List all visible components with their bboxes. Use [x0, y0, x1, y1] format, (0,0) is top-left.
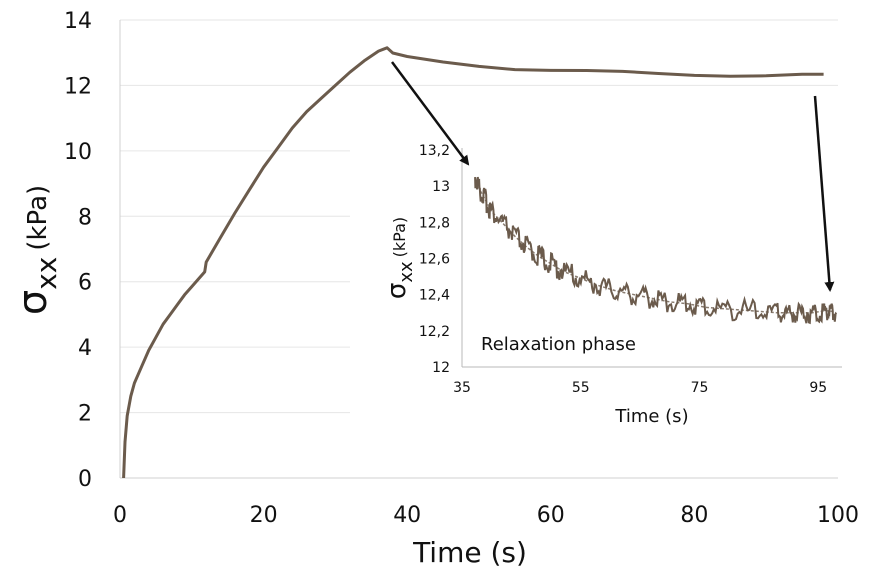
- main-y-axis-subscript: xx: [30, 257, 63, 290]
- main-y-tick-label: 12: [64, 74, 92, 99]
- main-y-tick-label: 14: [64, 9, 92, 34]
- inset-x-tick-label: 95: [809, 380, 827, 396]
- main-y-tick-label: 4: [78, 336, 92, 361]
- main-x-tick-label: 0: [113, 503, 127, 528]
- main-y-tick-label: 0: [78, 467, 92, 492]
- main-x-tick-labels: 0 20 40 60 80 100: [113, 503, 859, 528]
- main-x-tick-label: 60: [537, 503, 565, 528]
- inset-y-axis-subscript: xx: [396, 261, 417, 283]
- inset-y-tick-label: 12,2: [419, 324, 450, 340]
- inset-y-tick-label: 12,6: [419, 252, 450, 268]
- inset-annotation: Relaxation phase: [481, 334, 636, 355]
- inset-fit-series-line: [474, 176, 837, 314]
- inset-y-tick-label: 13: [432, 179, 450, 195]
- main-x-tick-label: 40: [393, 503, 421, 528]
- inset-y-axis-unit: (kPa): [390, 217, 409, 257]
- main-series-line: [122, 46, 824, 479]
- main-y-tick-label: 6: [78, 271, 92, 296]
- inset-x-tick-labels: 35 55 75 95: [453, 380, 827, 396]
- inset-x-tick-label: 75: [691, 380, 709, 396]
- zoom-arrow-right: [813, 95, 835, 292]
- inset-y-tick-label: 13,2: [419, 143, 450, 159]
- main-y-axis-symbol: σ: [10, 290, 56, 315]
- main-y-tick-labels: 0 2 4 6 8 10 12 14: [64, 9, 92, 492]
- main-y-tick-label: 8: [78, 205, 92, 230]
- zoom-arrow-left: [390, 61, 470, 166]
- inset-y-tick-label: 12: [432, 360, 450, 376]
- main-y-tick-label: 10: [64, 140, 92, 165]
- main-y-axis-title: σxx (kPa): [10, 185, 63, 315]
- inset-y-tick-labels: 12 12,2 12,4 12,6 12,8 13 13,2: [419, 143, 450, 376]
- inset-y-axis-title: σxx (kPa): [382, 217, 417, 299]
- main-x-tick-label: 100: [817, 503, 859, 528]
- main-x-axis-title: Time (s): [412, 536, 527, 569]
- main-y-tick-label: 2: [78, 402, 92, 427]
- inset-y-tick-label: 12,4: [419, 288, 450, 304]
- main-x-tick-label: 20: [250, 503, 278, 528]
- main-y-axis-unit: (kPa): [23, 185, 53, 251]
- inset-x-axis-title: Time (s): [614, 406, 688, 427]
- inset-y-tick-label: 12,8: [419, 215, 450, 231]
- main-x-tick-label: 80: [680, 503, 708, 528]
- inset-x-tick-label: 55: [572, 380, 590, 396]
- inset-y-axis-symbol: σ: [382, 283, 412, 299]
- inset-measured-series-line: [474, 176, 838, 325]
- inset-x-tick-label: 35: [453, 380, 471, 396]
